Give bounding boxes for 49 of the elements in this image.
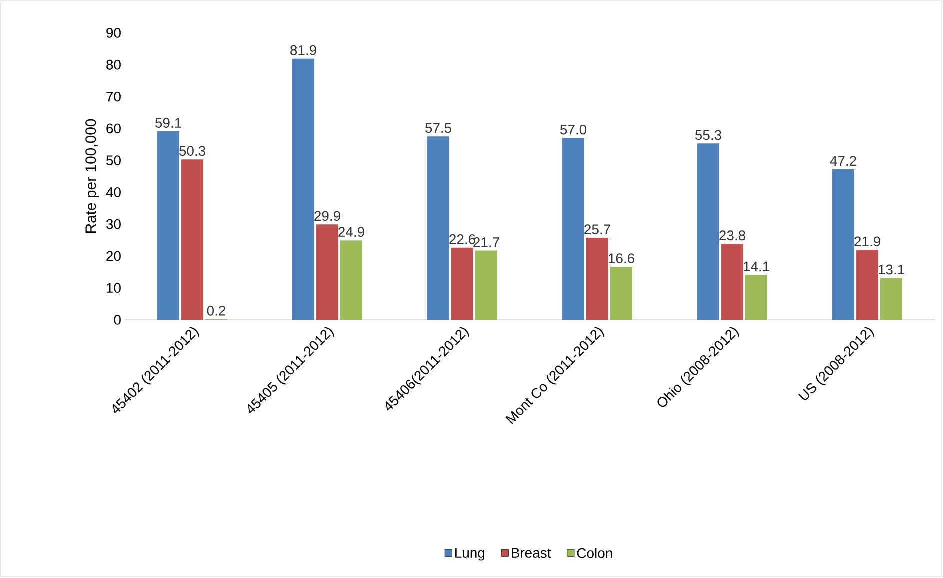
data-label: 29.9 xyxy=(314,211,340,222)
data-label: 14.1 xyxy=(744,262,770,272)
data-label: 21.9 xyxy=(854,236,880,247)
y-tick-label: 90 xyxy=(106,28,121,38)
data-label: 25.7 xyxy=(584,224,610,235)
y-tick-label: 30 xyxy=(106,219,121,230)
bar xyxy=(722,244,744,320)
bar xyxy=(832,169,855,320)
bar xyxy=(880,278,903,320)
data-label: 81.9 xyxy=(290,45,316,56)
data-label: 23.8 xyxy=(720,230,746,241)
bar xyxy=(292,58,315,320)
bar xyxy=(746,275,768,320)
y-tick-label: 60 xyxy=(106,124,121,134)
y-tick-label: 70 xyxy=(106,92,121,102)
bar xyxy=(340,240,363,320)
data-label: 55.3 xyxy=(696,130,722,140)
bar xyxy=(428,136,450,320)
data-label: 16.6 xyxy=(609,254,634,264)
data-label: 47.2 xyxy=(830,156,856,166)
bar xyxy=(562,138,585,320)
y-tick-label: 0 xyxy=(114,315,121,325)
y-tick-label: 80 xyxy=(106,60,121,70)
data-label: 57.5 xyxy=(426,123,452,134)
legend-label: Colon xyxy=(577,548,612,558)
bar xyxy=(610,267,633,320)
data-label: 59.1 xyxy=(156,118,182,128)
data-label: 57.0 xyxy=(560,124,587,135)
y-tick-label: 50 xyxy=(106,156,121,166)
bar xyxy=(476,250,498,320)
data-label: 0.2 xyxy=(207,306,226,316)
y-axis-title: Rate per 100,000 xyxy=(86,119,100,234)
bar xyxy=(856,250,879,320)
bar xyxy=(158,132,180,320)
bar xyxy=(698,144,720,320)
data-label: 50.3 xyxy=(180,146,206,156)
data-label: 21.7 xyxy=(474,238,500,248)
bar xyxy=(586,238,609,320)
bar xyxy=(182,160,204,320)
data-label: 13.1 xyxy=(879,264,904,275)
y-tick-label: 40 xyxy=(106,187,121,198)
bar xyxy=(316,224,339,320)
y-tick-label: 10 xyxy=(107,283,121,294)
bar xyxy=(452,248,474,320)
data-label: 22.6 xyxy=(450,234,476,244)
y-tick-label: 20 xyxy=(106,251,121,262)
legend-label: Lung xyxy=(456,548,485,561)
data-label: 24.9 xyxy=(338,227,364,238)
legend-label: Breast xyxy=(512,548,552,558)
